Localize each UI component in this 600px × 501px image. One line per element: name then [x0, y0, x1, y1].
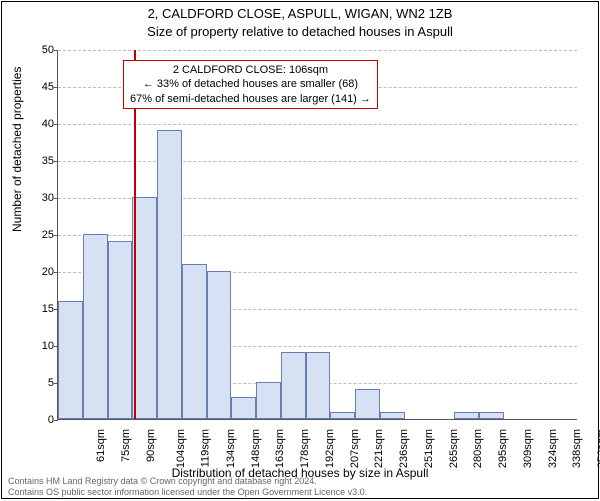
x-tick-label: 119sqm — [199, 429, 211, 467]
annotation-box: 2 CALDFORD CLOSE: 106sqm← 33% of detache… — [123, 60, 378, 109]
y-tick-label: 45 — [28, 81, 54, 93]
x-tick-label: 280sqm — [473, 429, 485, 468]
histogram-bar — [231, 397, 256, 419]
histogram-bar — [479, 412, 504, 419]
histogram-bar — [157, 130, 182, 419]
x-tick-label: 221sqm — [374, 429, 386, 468]
chart-frame: 2, CALDFORD CLOSE, ASPULL, WIGAN, WN2 1Z… — [1, 1, 599, 499]
histogram-bar — [207, 271, 232, 419]
histogram-bar — [256, 382, 281, 419]
x-tick-label: 104sqm — [175, 429, 187, 468]
x-tick-label: 75sqm — [120, 429, 132, 462]
histogram-bar — [108, 241, 133, 419]
y-tick-label: 25 — [28, 229, 54, 241]
y-tick-label: 15 — [28, 303, 54, 315]
x-tick-label: 295sqm — [497, 429, 509, 468]
x-tick-label: 324sqm — [547, 429, 559, 468]
histogram-bar — [58, 301, 83, 419]
y-tick-label: 20 — [28, 266, 54, 278]
chart-footer: Contains HM Land Registry data © Crown c… — [8, 476, 367, 498]
y-tick-label: 5 — [28, 377, 54, 389]
x-tick-label: 163sqm — [274, 429, 286, 468]
x-tick-label: 148sqm — [250, 429, 262, 468]
annotation-line2: ← 33% of detached houses are smaller (68… — [130, 77, 371, 91]
histogram-bar — [306, 352, 331, 419]
histogram-bar — [380, 412, 405, 419]
y-axis-label: Number of detached properties — [10, 67, 24, 232]
x-tick-label: 236sqm — [398, 429, 410, 468]
x-tick-label: 265sqm — [448, 429, 460, 468]
x-tick-label: 353sqm — [596, 429, 600, 468]
histogram-bar — [83, 234, 108, 419]
chart-title-address: 2, CALDFORD CLOSE, ASPULL, WIGAN, WN2 1Z… — [2, 6, 598, 21]
x-tick-label: 192sqm — [324, 429, 336, 468]
annotation-line1: 2 CALDFORD CLOSE: 106sqm — [130, 63, 371, 77]
x-tick-label: 338sqm — [572, 429, 584, 468]
x-tick-label: 207sqm — [349, 429, 361, 468]
y-tick-label: 30 — [28, 192, 54, 204]
x-tick-label: 309sqm — [522, 429, 534, 468]
y-tick-label: 40 — [28, 118, 54, 130]
histogram-bar — [281, 352, 306, 419]
y-tick-label: 50 — [28, 44, 54, 56]
x-tick-label: 178sqm — [299, 429, 311, 468]
x-tick-label: 61sqm — [95, 429, 107, 462]
y-tick-label: 10 — [28, 340, 54, 352]
histogram-bar — [454, 412, 479, 419]
x-tick-label: 134sqm — [225, 429, 237, 468]
footer-line1: Contains HM Land Registry data © Crown c… — [8, 476, 317, 486]
x-tick-label: 90sqm — [145, 429, 157, 462]
y-tick-label: 0 — [28, 414, 54, 426]
histogram-bar — [182, 264, 207, 419]
y-tick-label: 35 — [28, 155, 54, 167]
x-tick-label: 251sqm — [423, 429, 435, 468]
footer-line2: Contains OS public sector information li… — [8, 487, 367, 497]
annotation-line3: 67% of semi-detached houses are larger (… — [130, 92, 371, 106]
histogram-bar — [355, 389, 380, 419]
chart-subtitle: Size of property relative to detached ho… — [2, 24, 598, 39]
plot-area: 0510152025303540455061sqm75sqm90sqm104sq… — [57, 50, 577, 420]
histogram-bar — [330, 412, 355, 419]
